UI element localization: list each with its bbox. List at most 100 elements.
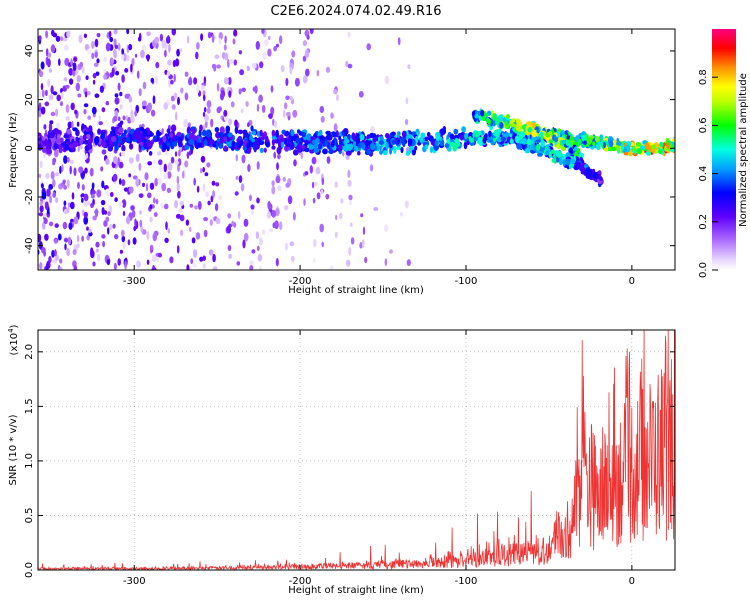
heatmap-cell <box>487 135 493 141</box>
heatmap-cell <box>207 200 211 206</box>
heatmap-cell <box>228 118 233 126</box>
heatmap-cell <box>527 127 533 133</box>
heatmap-cell <box>216 64 222 69</box>
heatmap-cell <box>228 59 234 64</box>
heatmap-cell <box>59 137 64 143</box>
heatmap-cell <box>91 40 95 49</box>
heatmap-cell <box>95 248 99 253</box>
heatmap-cell <box>176 245 180 254</box>
heatmap-cell <box>189 76 192 86</box>
heatmap-cell <box>201 85 205 90</box>
heatmap-cell <box>105 101 110 106</box>
heatmap-cell <box>369 132 375 139</box>
heatmap-cell <box>55 197 59 204</box>
heatmap-cell <box>210 195 214 203</box>
heatmap-cell <box>48 94 54 101</box>
heatmap-cell <box>202 166 205 173</box>
heatmap-cell <box>228 77 232 85</box>
heatmap-cell <box>639 145 646 151</box>
heatmap-cell <box>165 36 171 44</box>
heatmap-cell <box>574 146 578 151</box>
heatmap-cell <box>63 184 67 190</box>
heatmap-cell <box>195 51 199 60</box>
heatmap-cell <box>83 216 89 225</box>
heatmap-cell <box>241 154 246 164</box>
heatmap-cell <box>87 91 91 96</box>
x-tick-label: -100 <box>455 276 478 287</box>
heatmap-cell <box>539 146 546 152</box>
heatmap-cell <box>59 165 62 174</box>
heatmap-cell <box>65 116 70 121</box>
heatmap-cell <box>449 133 455 140</box>
heatmap-cell <box>345 259 351 267</box>
heatmap-cell <box>48 68 52 73</box>
heatmap-cell <box>91 52 95 59</box>
heatmap-cell <box>202 255 206 261</box>
heatmap-cell <box>145 183 149 192</box>
heatmap-cell <box>203 217 209 222</box>
heatmap-cell <box>150 109 156 117</box>
heatmap-cell <box>552 134 557 142</box>
heatmap-cell <box>303 198 306 206</box>
heatmap-cell <box>556 158 560 163</box>
heatmap-cell <box>240 183 245 192</box>
heatmap-cell <box>44 201 49 210</box>
heatmap-cell <box>419 136 424 143</box>
heatmap-cell <box>350 237 355 245</box>
heatmap-cell <box>186 151 190 159</box>
heatmap-cell <box>515 124 519 131</box>
heatmap-cell <box>191 127 196 136</box>
heatmap-cell <box>540 140 545 148</box>
heatmap-cell <box>200 155 206 163</box>
heatmap-cell <box>167 59 172 66</box>
heatmap-cell <box>186 126 191 135</box>
heatmap-cell <box>79 138 84 144</box>
heatmap-cell <box>60 36 64 42</box>
heatmap-cell <box>202 183 206 192</box>
heatmap-cell <box>256 161 260 170</box>
heatmap-cell <box>96 253 101 262</box>
heatmap-cell <box>138 162 142 171</box>
heatmap-cell <box>204 172 209 177</box>
heatmap-cell <box>83 33 87 38</box>
heatmap-cell <box>109 224 113 230</box>
heatmap-cell <box>117 157 120 166</box>
heatmap-cell <box>90 193 95 199</box>
heatmap-cell <box>68 67 74 76</box>
heatmap-cell <box>110 130 113 136</box>
heatmap-cell <box>407 138 413 146</box>
heatmap-cell <box>67 206 70 213</box>
heatmap-cell <box>311 181 315 189</box>
heatmap-cell <box>209 219 213 226</box>
heatmap-cell <box>78 34 83 44</box>
heatmap-cell <box>106 259 110 266</box>
heatmap-cell <box>241 87 247 93</box>
heatmap-cell <box>232 38 236 45</box>
heatmap-cell <box>493 137 497 142</box>
heatmap-cell <box>71 192 75 200</box>
heatmap-cell <box>539 131 544 137</box>
heatmap-cell <box>83 193 89 202</box>
heatmap-cell <box>397 37 401 46</box>
heatmap-cell <box>65 84 70 89</box>
heatmap-cell <box>202 129 207 137</box>
heatmap-cell <box>135 153 140 162</box>
heatmap-cell <box>45 263 49 270</box>
heatmap-cell <box>651 148 656 154</box>
heatmap-cell <box>289 95 294 101</box>
heatmap-cell <box>146 259 150 265</box>
heatmap-cell <box>407 64 411 69</box>
colorbar-tick-label: 0.8 <box>698 69 709 85</box>
heatmap-cell <box>166 128 171 134</box>
heatmap-cell <box>147 161 153 166</box>
heatmap-cell <box>94 38 99 48</box>
heatmap-cell <box>219 126 225 134</box>
heatmap-cell <box>561 139 566 144</box>
heatmap-cell <box>112 115 118 122</box>
heatmap-cell <box>548 139 553 144</box>
heatmap-cell <box>113 38 117 47</box>
heatmap-cell <box>141 100 147 107</box>
heatmap-cell <box>535 143 541 151</box>
